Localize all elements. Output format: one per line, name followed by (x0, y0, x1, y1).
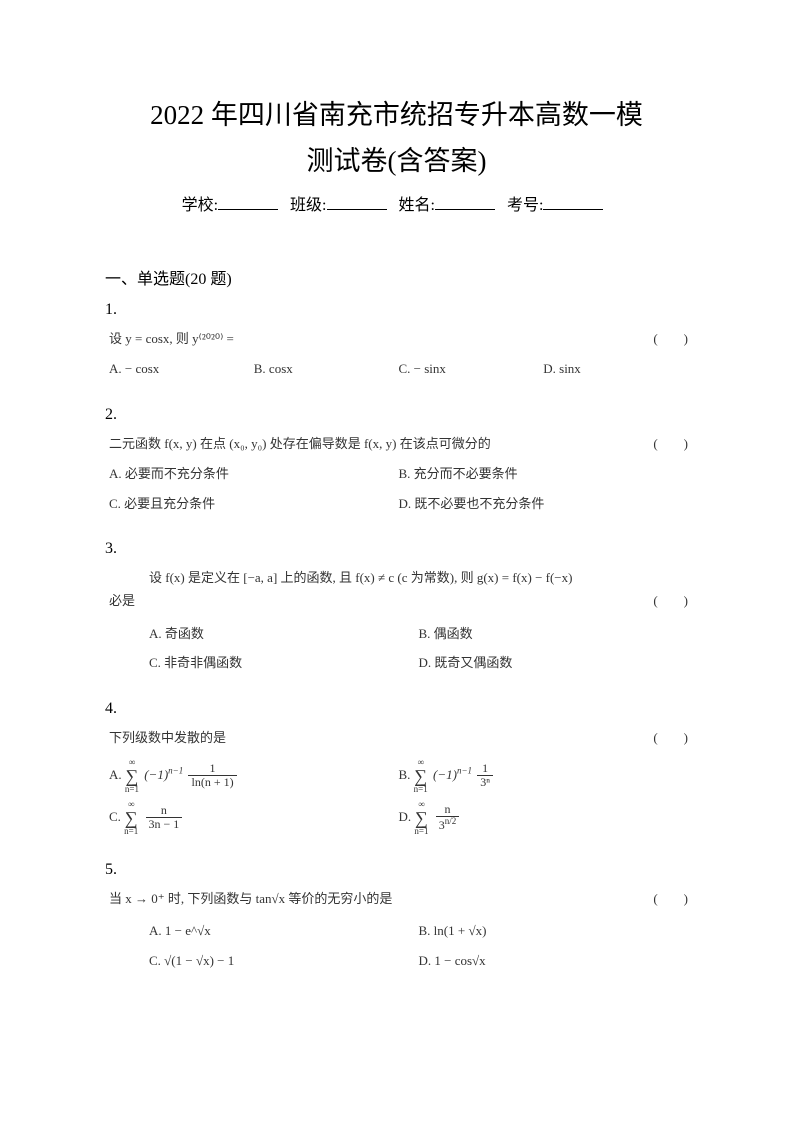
q1-option-a: A. − cosx (109, 354, 254, 383)
examno-label: 考号: (507, 197, 543, 214)
q4-b-fraction: 13ⁿ (477, 762, 493, 789)
question-5-paren: ( ) (653, 887, 688, 910)
question-1-stem: 设 y = cosx, 则 y⁽²⁰²⁰⁾ = ( ) (109, 327, 688, 350)
question-5-stem-text: 当 x → 0⁺ 时, 下列函数与 tan√x 等价的无穷小的是 (109, 891, 392, 906)
q1-option-c: C. − sinx (399, 354, 544, 383)
question-1: 1. 设 y = cosx, 则 y⁽²⁰²⁰⁾ = ( ) A. − cosx… (105, 301, 688, 384)
question-5-stem: 当 x → 0⁺ 时, 下列函数与 tan√x 等价的无穷小的是 ( ) (109, 887, 688, 910)
class-blank[interactable] (327, 209, 387, 210)
q5-option-a: A. 1 − e^√x (149, 916, 419, 945)
question-5-number: 5. (105, 861, 688, 879)
q4-d-prefix: D. (399, 809, 415, 824)
q1-option-b: B. cosx (254, 354, 399, 383)
question-3-paren: ( ) (653, 589, 688, 612)
question-4-stem-text: 下列级数中发散的是 (109, 730, 226, 745)
question-4-paren: ( ) (653, 726, 688, 749)
sigma-icon: ∞∑n=1 (414, 758, 428, 794)
name-label: 姓名: (399, 197, 435, 214)
sigma-icon: ∞∑n=1 (124, 800, 138, 836)
sigma-icon: ∞∑n=1 (414, 800, 428, 836)
question-1-paren: ( ) (653, 327, 688, 350)
q2-option-d: D. 既不必要也不充分条件 (399, 489, 689, 518)
question-3-stem2: 必是 ( ) (109, 589, 688, 612)
sigma-icon: ∞∑n=1 (125, 758, 139, 794)
exam-title-line1: 2022 年四川省南充市统招专升本高数一模 (105, 95, 688, 136)
q3-option-c: C. 非奇非偶函数 (149, 648, 419, 677)
q2-option-c: C. 必要且充分条件 (109, 489, 399, 518)
question-3: 3. 设 f(x) 是定义在 [−a, a] 上的函数, 且 f(x) ≠ c … (105, 540, 688, 678)
school-blank[interactable] (218, 209, 278, 210)
examno-blank[interactable] (543, 209, 603, 210)
question-2: 2. 二元函数 f(x, y) 在点 (x₀, y₀) 处存在偏导数是 f(x,… (105, 406, 688, 518)
q4-d-fraction: n3n/2 (436, 803, 460, 832)
section-1-header: 一、单选题(20 题) (105, 265, 688, 289)
question-5: 5. 当 x → 0⁺ 时, 下列函数与 tan√x 等价的无穷小的是 ( ) … (105, 861, 688, 975)
question-2-stem-text: 二元函数 f(x, y) 在点 (x₀, y₀) 处存在偏导数是 f(x, y)… (109, 436, 491, 451)
q3-option-d: D. 既奇又偶函数 (419, 648, 689, 677)
question-3-stem2-text: 必是 (109, 593, 135, 608)
q4-option-d: D. ∞∑n=1 n3n/2 (399, 797, 689, 839)
question-2-stem: 二元函数 f(x, y) 在点 (x₀, y₀) 处存在偏导数是 f(x, y)… (109, 432, 688, 455)
question-3-stem: 设 f(x) 是定义在 [−a, a] 上的函数, 且 f(x) ≠ c (c … (109, 566, 688, 589)
question-4: 4. 下列级数中发散的是 ( ) A. ∞∑n=1 (−1)n−1 1ln(n … (105, 700, 688, 839)
q4-c-prefix: C. (109, 809, 124, 824)
q4-a-fraction: 1ln(n + 1) (188, 762, 236, 789)
question-4-stem: 下列级数中发散的是 ( ) (109, 726, 688, 749)
q4-option-c: C. ∞∑n=1 n3n − 1 (109, 797, 399, 839)
q2-option-b: B. 充分而不必要条件 (399, 459, 689, 488)
question-1-number: 1. (105, 301, 688, 319)
q2-option-a: A. 必要而不充分条件 (109, 459, 399, 488)
q1-option-d: D. sinx (543, 354, 688, 383)
question-3-number: 3. (105, 540, 688, 558)
question-2-paren: ( ) (653, 432, 688, 455)
q5-option-c: C. √(1 − √x) − 1 (149, 946, 419, 975)
student-info-line: 学校: 班级: 姓名: 考号: (105, 191, 688, 215)
q5-option-b: B. ln(1 + √x) (419, 916, 689, 945)
question-2-number: 2. (105, 406, 688, 424)
q3-option-b: B. 偶函数 (419, 619, 689, 648)
q3-option-a: A. 奇函数 (149, 619, 419, 648)
question-4-number: 4. (105, 700, 688, 718)
class-label: 班级: (290, 197, 326, 214)
q4-option-a: A. ∞∑n=1 (−1)n−1 1ln(n + 1) (109, 755, 399, 797)
exam-title-line2: 测试卷(含答案) (105, 141, 688, 182)
name-blank[interactable] (435, 209, 495, 210)
school-label: 学校: (182, 197, 218, 214)
q5-option-d: D. 1 − cos√x (419, 946, 689, 975)
question-1-stem-text: 设 y = cosx, 则 y⁽²⁰²⁰⁾ = (109, 331, 234, 346)
q4-a-prefix: A. (109, 767, 125, 782)
q4-option-b: B. ∞∑n=1 (−1)n−1 13ⁿ (399, 755, 689, 797)
q4-b-prefix: B. (399, 767, 414, 782)
q4-c-fraction: n3n − 1 (146, 804, 183, 831)
